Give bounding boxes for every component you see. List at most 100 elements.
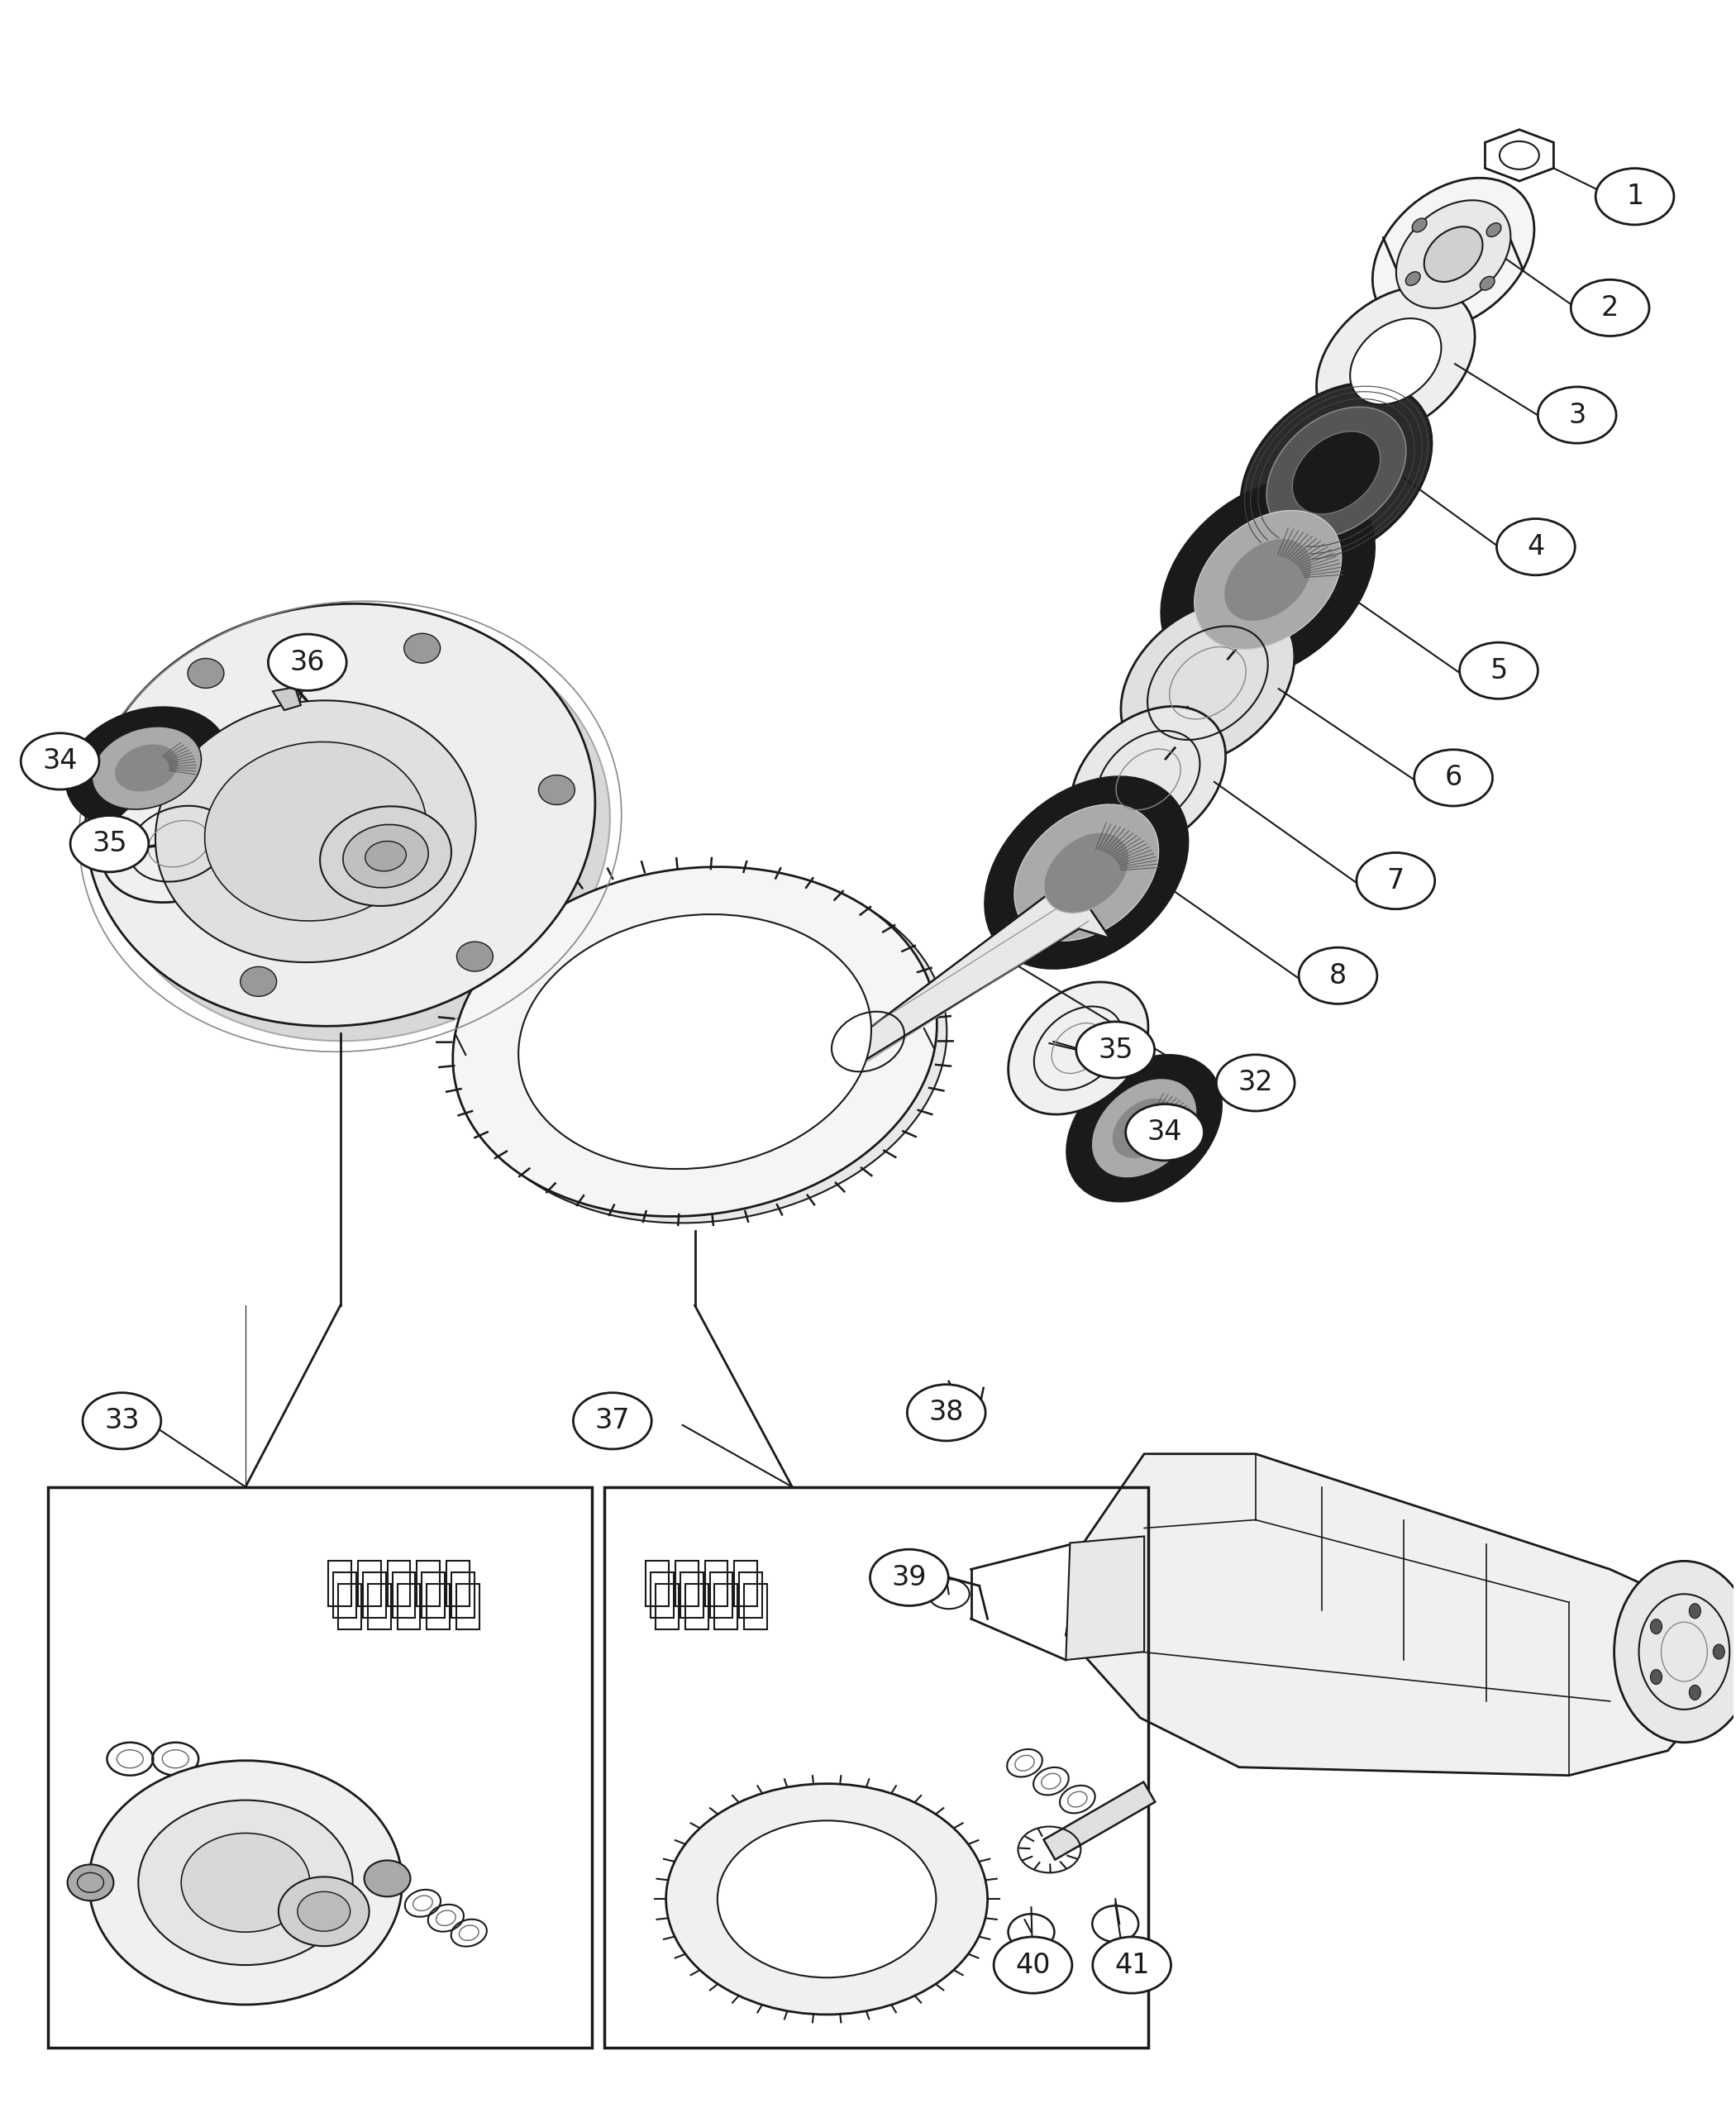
Ellipse shape <box>1113 1098 1177 1159</box>
Bar <box>392 1573 415 1619</box>
Bar <box>686 1583 708 1629</box>
Ellipse shape <box>155 700 476 963</box>
Ellipse shape <box>1267 407 1406 538</box>
Ellipse shape <box>68 1863 113 1901</box>
Ellipse shape <box>66 708 227 828</box>
Text: 6: 6 <box>1444 765 1462 790</box>
Text: 33: 33 <box>104 1408 139 1436</box>
Ellipse shape <box>464 873 946 1223</box>
Ellipse shape <box>101 784 255 902</box>
Ellipse shape <box>1481 276 1495 291</box>
Ellipse shape <box>1406 272 1420 285</box>
Text: 8: 8 <box>1330 961 1347 989</box>
Text: 41: 41 <box>1115 1952 1149 1979</box>
Bar <box>358 1562 380 1606</box>
Text: 37: 37 <box>595 1408 630 1436</box>
Polygon shape <box>1043 1781 1154 1859</box>
Bar <box>710 1573 733 1619</box>
Ellipse shape <box>1689 1684 1701 1699</box>
Ellipse shape <box>1092 1937 1172 1994</box>
Ellipse shape <box>1689 1604 1701 1619</box>
Bar <box>387 1562 410 1606</box>
Ellipse shape <box>1571 280 1649 335</box>
Ellipse shape <box>187 658 224 687</box>
Text: 38: 38 <box>929 1400 963 1427</box>
Ellipse shape <box>1009 982 1147 1115</box>
Bar <box>675 1562 698 1606</box>
Ellipse shape <box>83 1393 161 1448</box>
Text: 40: 40 <box>1016 1952 1050 1979</box>
Ellipse shape <box>319 805 451 906</box>
Ellipse shape <box>1299 946 1377 1003</box>
Ellipse shape <box>538 776 575 805</box>
Bar <box>333 1573 356 1619</box>
Ellipse shape <box>205 742 427 921</box>
Ellipse shape <box>1092 1079 1198 1178</box>
Ellipse shape <box>1415 750 1493 805</box>
Bar <box>654 1583 679 1629</box>
Ellipse shape <box>1194 510 1342 649</box>
Ellipse shape <box>1538 388 1616 443</box>
Ellipse shape <box>1486 223 1502 236</box>
Ellipse shape <box>92 727 201 809</box>
Ellipse shape <box>278 1876 370 1946</box>
Ellipse shape <box>1424 228 1483 282</box>
Polygon shape <box>854 881 1109 1060</box>
Ellipse shape <box>1373 177 1535 331</box>
Ellipse shape <box>106 824 142 854</box>
Ellipse shape <box>1071 706 1226 852</box>
Bar <box>368 1583 391 1629</box>
Ellipse shape <box>1217 1054 1295 1111</box>
Ellipse shape <box>71 816 149 873</box>
Text: 39: 39 <box>892 1564 927 1592</box>
Ellipse shape <box>1121 601 1295 765</box>
Text: 5: 5 <box>1489 658 1507 685</box>
Ellipse shape <box>1292 432 1380 514</box>
Bar <box>681 1573 703 1619</box>
Ellipse shape <box>404 632 441 664</box>
Ellipse shape <box>993 1937 1073 1994</box>
Ellipse shape <box>1068 1056 1222 1202</box>
Bar <box>47 1486 592 2047</box>
Bar <box>398 1583 420 1629</box>
Ellipse shape <box>1595 169 1674 226</box>
Ellipse shape <box>1161 479 1375 681</box>
Ellipse shape <box>240 968 276 997</box>
Ellipse shape <box>297 1891 351 1931</box>
Ellipse shape <box>1411 219 1427 232</box>
Text: 7: 7 <box>1387 866 1404 894</box>
Bar <box>740 1573 762 1619</box>
Text: 4: 4 <box>1528 533 1545 561</box>
Bar <box>417 1562 441 1606</box>
Ellipse shape <box>139 1800 352 1965</box>
Ellipse shape <box>1651 1670 1661 1684</box>
Text: 2: 2 <box>1601 295 1620 323</box>
Polygon shape <box>1066 1455 1717 1775</box>
Ellipse shape <box>1224 538 1312 622</box>
Bar <box>457 1583 479 1629</box>
Ellipse shape <box>1496 519 1575 575</box>
Ellipse shape <box>365 1861 410 1897</box>
Text: 36: 36 <box>290 649 325 677</box>
Ellipse shape <box>89 1760 403 2005</box>
Bar <box>422 1573 444 1619</box>
Ellipse shape <box>1043 833 1128 913</box>
Polygon shape <box>273 687 300 710</box>
Text: 35: 35 <box>92 831 127 858</box>
Ellipse shape <box>101 618 609 1041</box>
Ellipse shape <box>365 841 406 871</box>
Ellipse shape <box>1396 200 1510 308</box>
Text: 35: 35 <box>1097 1037 1134 1065</box>
Bar <box>715 1583 738 1629</box>
Ellipse shape <box>1076 1022 1154 1077</box>
Ellipse shape <box>573 1393 651 1448</box>
Polygon shape <box>1484 129 1554 181</box>
Ellipse shape <box>667 1783 988 2015</box>
Bar <box>651 1573 674 1619</box>
Ellipse shape <box>1125 1105 1205 1162</box>
Ellipse shape <box>1713 1644 1724 1659</box>
Bar <box>705 1562 727 1606</box>
Bar <box>328 1562 351 1606</box>
Bar <box>604 1486 1147 2047</box>
Bar <box>451 1573 474 1619</box>
